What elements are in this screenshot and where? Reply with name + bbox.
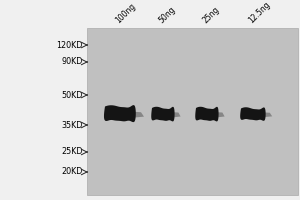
Polygon shape — [204, 112, 225, 117]
Text: 100ng: 100ng — [114, 1, 137, 25]
Text: 20KD: 20KD — [61, 168, 83, 176]
Bar — [87, 28, 298, 195]
Polygon shape — [160, 112, 181, 117]
Text: 25KD: 25KD — [61, 148, 83, 156]
Text: 90KD: 90KD — [61, 58, 83, 66]
Text: 50ng: 50ng — [157, 5, 177, 25]
Text: 25ng: 25ng — [201, 5, 221, 25]
Polygon shape — [195, 107, 219, 121]
Polygon shape — [151, 107, 175, 121]
Text: 50KD: 50KD — [61, 90, 83, 99]
Polygon shape — [240, 107, 266, 121]
Text: 120KD: 120KD — [57, 40, 83, 49]
Text: 35KD: 35KD — [61, 120, 83, 130]
Polygon shape — [249, 112, 272, 117]
Polygon shape — [116, 110, 144, 118]
Text: 12.5ng: 12.5ng — [247, 0, 272, 25]
Polygon shape — [104, 105, 136, 122]
